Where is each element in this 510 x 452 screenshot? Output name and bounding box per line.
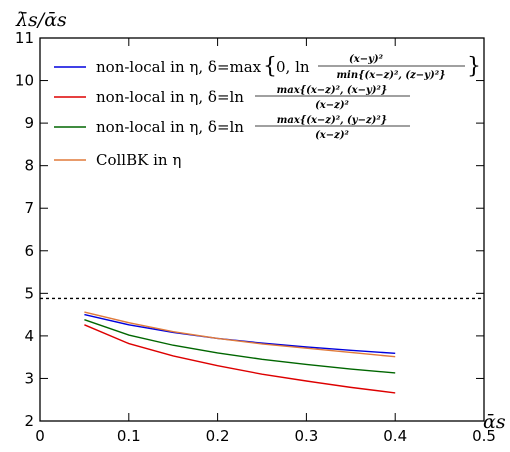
series-lines bbox=[84, 311, 396, 394]
legend-den-1: min{(x−z)², (z−y)²} bbox=[336, 70, 445, 81]
y-tick-label: 11 bbox=[15, 29, 34, 47]
legend-label-3: non-local in η, δ=ln bbox=[96, 118, 244, 136]
legend-label-4: CollBK in η bbox=[96, 151, 181, 169]
y-tick-label: 5 bbox=[24, 284, 34, 302]
x-tick-label: 0 bbox=[35, 427, 45, 445]
x-tick-label: 0.4 bbox=[383, 427, 407, 445]
legend-zero-1: 0, ln bbox=[276, 58, 310, 76]
x-tick-label: 0.2 bbox=[206, 427, 230, 445]
legend-num-3: max{(x−z)², (y−z)²} bbox=[277, 115, 387, 126]
legend-num-1: (x−y)² bbox=[349, 54, 384, 65]
legend-brace-open-1: { bbox=[263, 54, 277, 79]
legend-brace-close-1: } bbox=[467, 54, 481, 79]
legend-label-2: non-local in η, δ=ln bbox=[96, 88, 244, 106]
y-tick-label: 4 bbox=[24, 327, 34, 345]
x-tick-label: 0.5 bbox=[472, 427, 496, 445]
y-tick-label: 8 bbox=[24, 157, 34, 175]
x-tick-label: 0.1 bbox=[117, 427, 141, 445]
series-line-3 bbox=[84, 319, 396, 374]
y-tick-label: 3 bbox=[24, 369, 34, 387]
legend-label-1: non-local in η, δ=max bbox=[96, 58, 262, 76]
y-tick-label: 6 bbox=[24, 242, 34, 260]
series-line-4 bbox=[84, 311, 396, 358]
y-axis-label: λ̄s/ᾱs bbox=[15, 9, 67, 31]
axis-ticks: 0 0.1 0.2 0.3 0.4 0.5 2 3 4 5 6 7 8 9 10 11 bbox=[15, 29, 496, 445]
y-tick-label: 9 bbox=[24, 114, 34, 132]
x-axis-label: ᾱs bbox=[483, 411, 506, 433]
y-tick-label: 7 bbox=[24, 199, 34, 217]
y-tick-label: 2 bbox=[24, 412, 34, 430]
legend-den-3: (x−z)² bbox=[315, 130, 349, 141]
legend-den-2: (x−z)² bbox=[315, 100, 349, 111]
y-tick-label: 10 bbox=[15, 72, 34, 90]
x-tick-label: 0.3 bbox=[294, 427, 318, 445]
legend: non-local in η, δ=max { 0, ln (x−y)² min… bbox=[54, 54, 481, 169]
series-line-2 bbox=[84, 324, 396, 394]
series-line-1 bbox=[84, 313, 396, 355]
legend-num-2: max{(x−z)², (x−y)²} bbox=[277, 85, 388, 96]
plot-frame bbox=[39, 37, 485, 422]
